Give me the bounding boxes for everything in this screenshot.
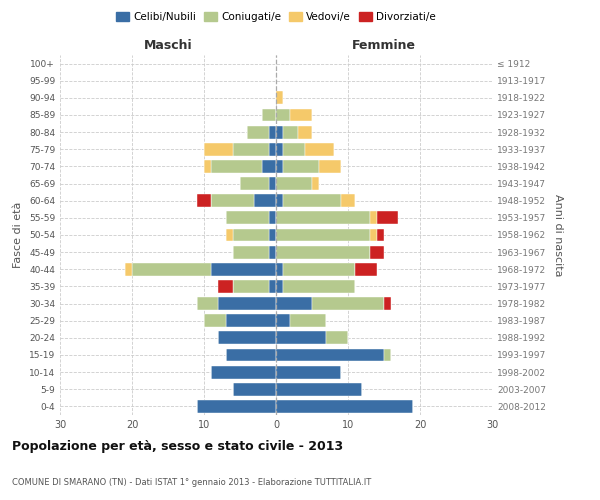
Bar bbox=[283, 143, 305, 156]
Bar bbox=[204, 143, 233, 156]
Bar bbox=[276, 400, 413, 413]
Bar bbox=[384, 348, 391, 362]
Bar bbox=[276, 383, 362, 396]
Bar bbox=[276, 263, 283, 276]
Bar bbox=[312, 297, 384, 310]
Bar bbox=[226, 348, 276, 362]
Bar bbox=[276, 348, 384, 362]
Y-axis label: Fasce di età: Fasce di età bbox=[13, 202, 23, 268]
Bar bbox=[276, 194, 283, 207]
Bar bbox=[283, 263, 355, 276]
Bar bbox=[276, 314, 290, 327]
Bar bbox=[211, 160, 262, 173]
Bar bbox=[312, 177, 319, 190]
Text: Maschi: Maschi bbox=[143, 38, 193, 52]
Bar bbox=[233, 280, 269, 293]
Bar bbox=[218, 297, 276, 310]
Bar bbox=[276, 228, 370, 241]
Bar bbox=[269, 280, 276, 293]
Bar bbox=[226, 212, 269, 224]
Y-axis label: Anni di nascita: Anni di nascita bbox=[553, 194, 563, 276]
Bar bbox=[233, 228, 269, 241]
Legend: Celibi/Nubili, Coniugati/e, Vedovi/e, Divorziati/e: Celibi/Nubili, Coniugati/e, Vedovi/e, Di… bbox=[112, 8, 440, 26]
Bar bbox=[211, 194, 254, 207]
Bar bbox=[276, 143, 283, 156]
Text: Femmine: Femmine bbox=[352, 38, 416, 52]
Bar bbox=[377, 228, 384, 241]
Bar bbox=[341, 194, 355, 207]
Bar bbox=[276, 297, 312, 310]
Bar bbox=[226, 228, 233, 241]
Bar bbox=[204, 160, 211, 173]
Bar bbox=[269, 177, 276, 190]
Bar bbox=[276, 177, 312, 190]
Bar bbox=[269, 246, 276, 258]
Bar bbox=[283, 280, 355, 293]
Bar bbox=[218, 280, 233, 293]
Text: COMUNE DI SMARANO (TN) - Dati ISTAT 1° gennaio 2013 - Elaborazione TUTTITALIA.IT: COMUNE DI SMARANO (TN) - Dati ISTAT 1° g… bbox=[12, 478, 371, 487]
Bar bbox=[290, 314, 326, 327]
Bar bbox=[290, 108, 312, 122]
Bar bbox=[370, 246, 384, 258]
Bar bbox=[276, 332, 326, 344]
Bar bbox=[276, 160, 283, 173]
Bar bbox=[276, 126, 283, 138]
Bar bbox=[319, 160, 341, 173]
Text: Popolazione per età, sesso e stato civile - 2013: Popolazione per età, sesso e stato civil… bbox=[12, 440, 343, 453]
Bar bbox=[269, 212, 276, 224]
Bar bbox=[276, 92, 283, 104]
Bar bbox=[233, 383, 276, 396]
Bar bbox=[204, 314, 226, 327]
Bar bbox=[262, 108, 276, 122]
Bar bbox=[233, 143, 269, 156]
Bar bbox=[226, 314, 276, 327]
Bar bbox=[384, 297, 391, 310]
Bar bbox=[240, 177, 269, 190]
Bar bbox=[132, 263, 211, 276]
Bar bbox=[276, 212, 370, 224]
Bar bbox=[355, 263, 377, 276]
Bar bbox=[276, 366, 341, 378]
Bar bbox=[370, 228, 377, 241]
Bar bbox=[211, 263, 276, 276]
Bar bbox=[247, 126, 269, 138]
Bar bbox=[377, 212, 398, 224]
Bar bbox=[298, 126, 312, 138]
Bar bbox=[125, 263, 132, 276]
Bar bbox=[262, 160, 276, 173]
Bar bbox=[218, 332, 276, 344]
Bar bbox=[305, 143, 334, 156]
Bar bbox=[276, 246, 370, 258]
Bar bbox=[276, 280, 283, 293]
Bar bbox=[197, 194, 211, 207]
Bar bbox=[269, 126, 276, 138]
Bar bbox=[269, 228, 276, 241]
Bar bbox=[233, 246, 269, 258]
Bar bbox=[197, 297, 218, 310]
Bar bbox=[276, 108, 290, 122]
Bar bbox=[326, 332, 348, 344]
Bar bbox=[283, 194, 341, 207]
Bar bbox=[370, 212, 377, 224]
Bar bbox=[283, 160, 319, 173]
Bar bbox=[197, 400, 276, 413]
Bar bbox=[269, 143, 276, 156]
Bar bbox=[283, 126, 298, 138]
Bar bbox=[211, 366, 276, 378]
Bar bbox=[254, 194, 276, 207]
